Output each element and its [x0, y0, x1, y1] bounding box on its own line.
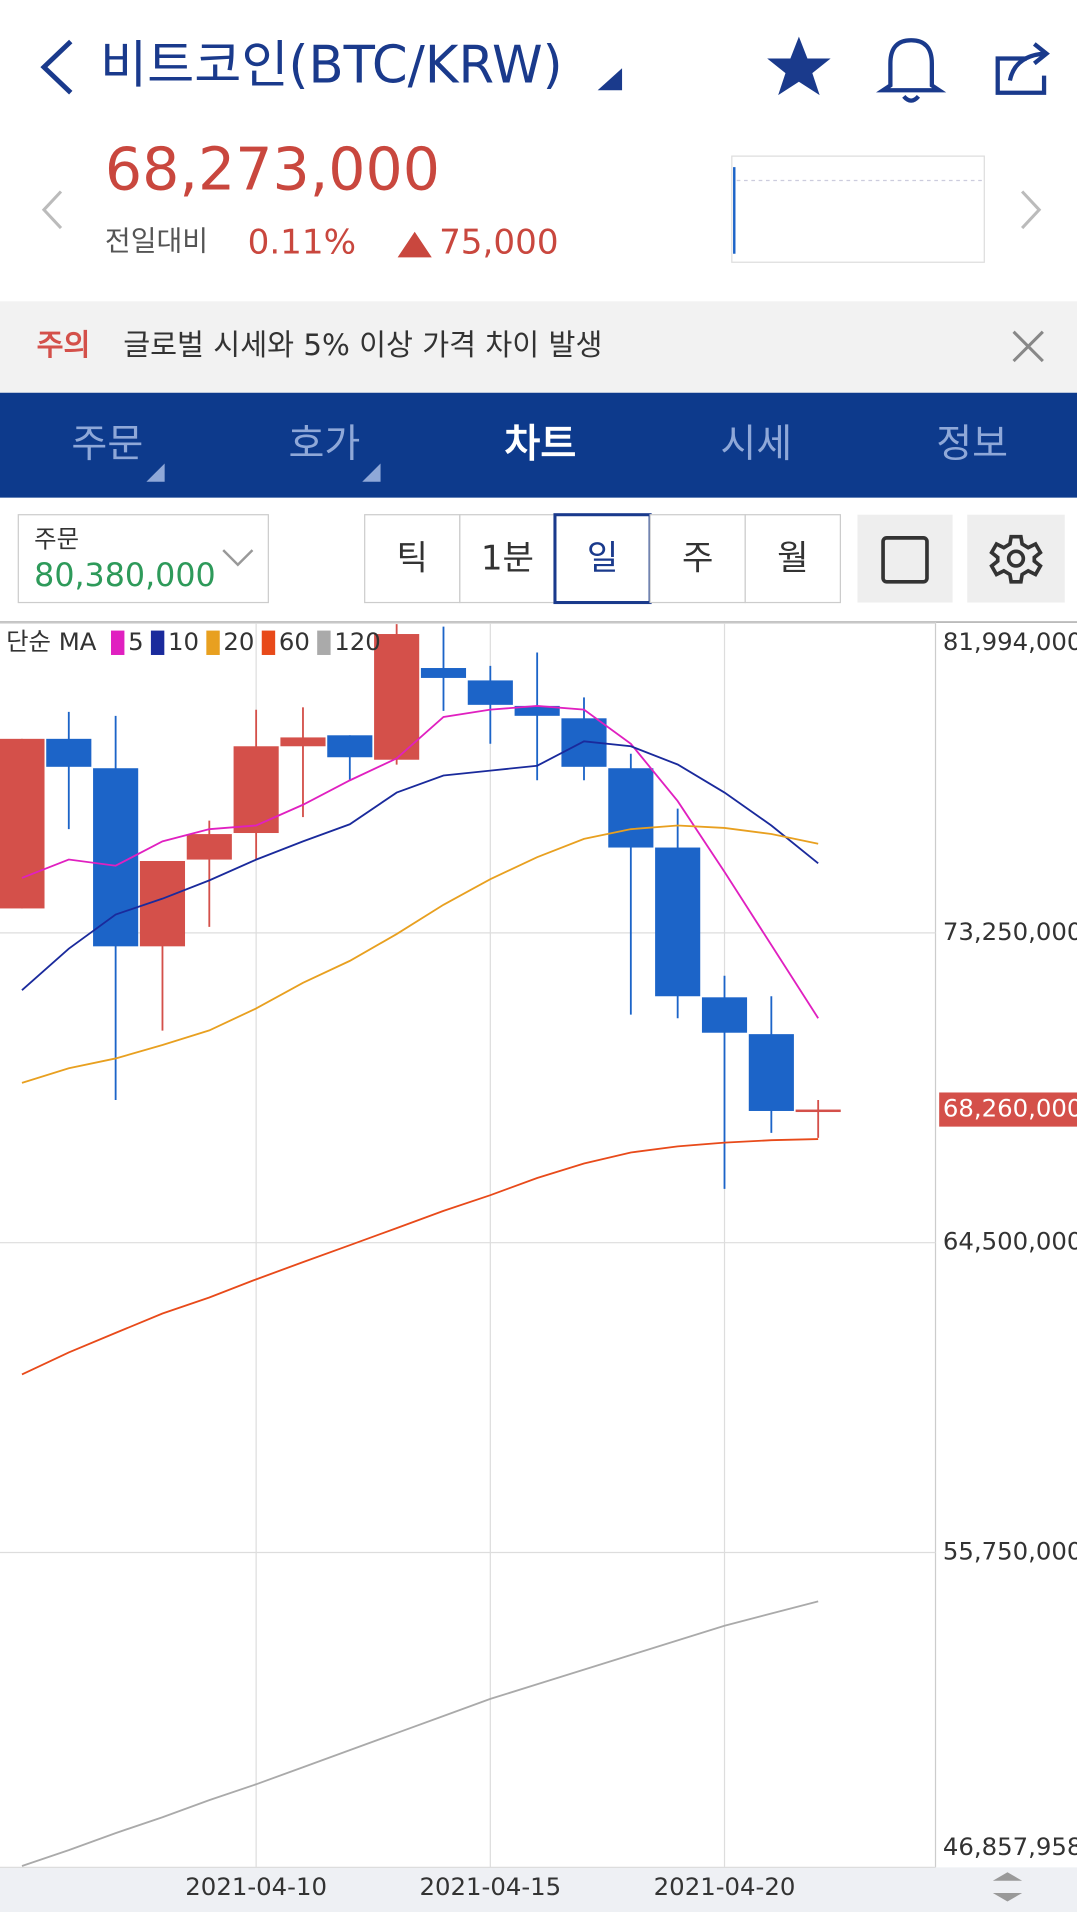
draw-button[interactable] [857, 514, 953, 603]
change-rate: 0.11% [248, 222, 356, 262]
candle-body [608, 768, 654, 848]
period-button[interactable] [744, 514, 841, 604]
price-tag [939, 1092, 1077, 1127]
y-tick-label: 64,500,000 [943, 1227, 1077, 1256]
x-tick-label: 2021-04-10 [185, 1872, 327, 1901]
scroll-handle[interactable] [992, 1872, 1023, 1902]
ma-line [21, 1600, 819, 1867]
order-label: 주문 [34, 524, 79, 553]
favorite-icon[interactable] [767, 36, 831, 96]
candle-body [233, 746, 279, 834]
page-title: 비트코인(BTC/KRW) [100, 35, 563, 95]
notice-bar [0, 301, 1077, 393]
next-arrow[interactable] [1020, 190, 1042, 230]
candle-body [748, 1034, 794, 1111]
period-label: 1분 [481, 538, 534, 578]
candle-body [280, 737, 326, 747]
square-icon [881, 536, 929, 584]
candle-body [514, 705, 560, 716]
mini-chart [731, 155, 985, 263]
period-button[interactable] [649, 514, 746, 604]
prev-arrow[interactable] [41, 190, 63, 230]
candle-body [701, 997, 748, 1033]
current-price: 68,273,000 [105, 135, 440, 203]
order-price: 80,380,000 [34, 558, 216, 594]
order-box[interactable] [17, 514, 269, 604]
share-icon[interactable] [995, 42, 1050, 95]
tab[interactable]: 시세 [720, 422, 792, 467]
legend-label: 5 [128, 627, 144, 656]
period-label: 월 [777, 538, 808, 578]
candle-body [795, 1109, 841, 1113]
tab[interactable]: 주문 [71, 422, 143, 467]
period-label: 일 [587, 538, 618, 578]
tab[interactable]: 호가 [289, 422, 361, 467]
y-tick-label: 46,857,958 [943, 1832, 1077, 1861]
ma-line [21, 705, 819, 1019]
change-label: 전일대비 [105, 225, 208, 258]
change-amount: 75,000 [439, 222, 558, 262]
ma-line [21, 1138, 819, 1376]
legend: 단순 MA 5 10 20 60 120 [6, 627, 381, 656]
candle-body [374, 634, 420, 760]
notice-close[interactable] [1012, 330, 1044, 363]
legend-title: 단순 MA [6, 627, 97, 656]
order-chevron [222, 549, 254, 567]
candle-body [186, 834, 232, 860]
legend-swatch [206, 630, 220, 655]
price-tag-label: 68,260,000 [943, 1094, 1077, 1123]
legend-label: 20 [223, 627, 254, 656]
candle-body [327, 735, 373, 758]
tab-bar [0, 392, 1077, 498]
x-axis-bar [0, 1867, 1077, 1912]
alarm-icon[interactable] [876, 38, 947, 103]
legend-swatch [110, 630, 125, 655]
candle-body [46, 738, 92, 767]
gear-icon [989, 534, 1043, 584]
candle-body [420, 668, 467, 678]
y-tick-label: 55,750,000 [943, 1537, 1077, 1566]
plot-area [0, 624, 841, 1867]
x-tick-label: 2021-04-20 [654, 1872, 796, 1901]
candle-body [655, 847, 701, 997]
back-button[interactable] [40, 39, 73, 95]
period-label: 주 [682, 538, 713, 578]
y-tick-label: 81,994,000 [943, 627, 1077, 656]
candle-body [0, 738, 45, 909]
ma-line [21, 824, 819, 1084]
legend-label: 10 [168, 627, 199, 656]
legend-swatch [261, 630, 276, 655]
notice-tag: 주의 [37, 328, 91, 362]
tab[interactable]: 정보 [936, 422, 1008, 467]
title-dropdown[interactable] [597, 68, 623, 91]
legend-label: 60 [279, 627, 310, 656]
settings-button[interactable] [967, 514, 1065, 603]
x-tick-label: 2021-04-15 [419, 1872, 561, 1901]
y-tick-label: 73,250,000 [943, 917, 1077, 946]
legend-label: 120 [334, 627, 381, 656]
candle-body [467, 680, 513, 705]
legend-swatch [317, 630, 331, 655]
period-label: 틱 [397, 538, 428, 578]
legend-swatch [150, 630, 165, 655]
ma-line [21, 740, 819, 991]
notice-text: 글로벌 시세와 5% 이상 가격 차이 발생 [123, 328, 602, 362]
up-triangle [397, 231, 432, 258]
tab[interactable]: 차트 [504, 422, 576, 467]
